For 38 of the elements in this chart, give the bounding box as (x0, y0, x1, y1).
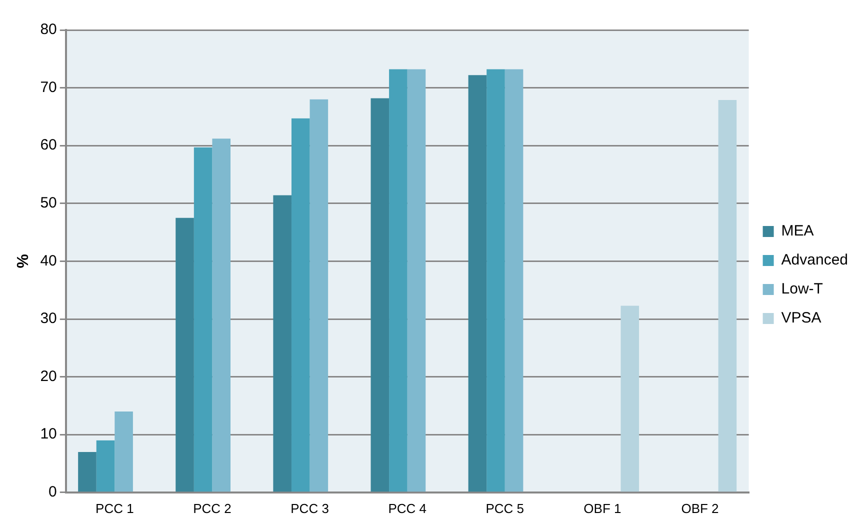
bar (194, 147, 212, 492)
bar (370, 98, 390, 492)
y-tick-label: 20 (40, 368, 57, 385)
bar (78, 452, 96, 492)
y-tick-label: 80 (40, 21, 57, 38)
x-tick-label: OBF 2 (681, 500, 719, 516)
bar (718, 100, 737, 492)
y-axis-title: % (15, 254, 32, 268)
y-tick-label: 70 (40, 78, 57, 96)
bar (389, 69, 408, 492)
y-tick-label: 10 (40, 426, 57, 443)
bar (114, 411, 133, 492)
y-tick-label: 0 (48, 484, 57, 501)
x-tick-label: PCC 3 (290, 500, 329, 516)
x-tick-label: PCC 4 (388, 500, 426, 516)
x-tick-label: PCC 5 (486, 500, 524, 516)
bar (96, 440, 115, 492)
bar (310, 99, 328, 492)
bar (176, 218, 194, 492)
y-tick-label: 40 (40, 252, 57, 270)
y-tick-label: 60 (40, 136, 57, 154)
x-tick-label: PCC 1 (96, 500, 134, 516)
legend-label: Low-T (781, 280, 823, 298)
x-tick-label: OBF 1 (584, 500, 622, 516)
bar (468, 75, 487, 492)
y-tick-label: 30 (40, 310, 57, 328)
bar (273, 195, 292, 492)
bar (504, 69, 524, 492)
legend-label: MEA (781, 222, 814, 240)
bar (486, 69, 505, 492)
legend-label: VPSA (781, 310, 822, 327)
y-tick-label: 50 (40, 194, 57, 212)
x-tick-label: PCC 2 (193, 500, 232, 516)
bar (212, 138, 231, 492)
bar (291, 118, 310, 492)
bar (407, 69, 426, 492)
bar (620, 306, 640, 492)
legend-label: Advanced (781, 252, 848, 269)
